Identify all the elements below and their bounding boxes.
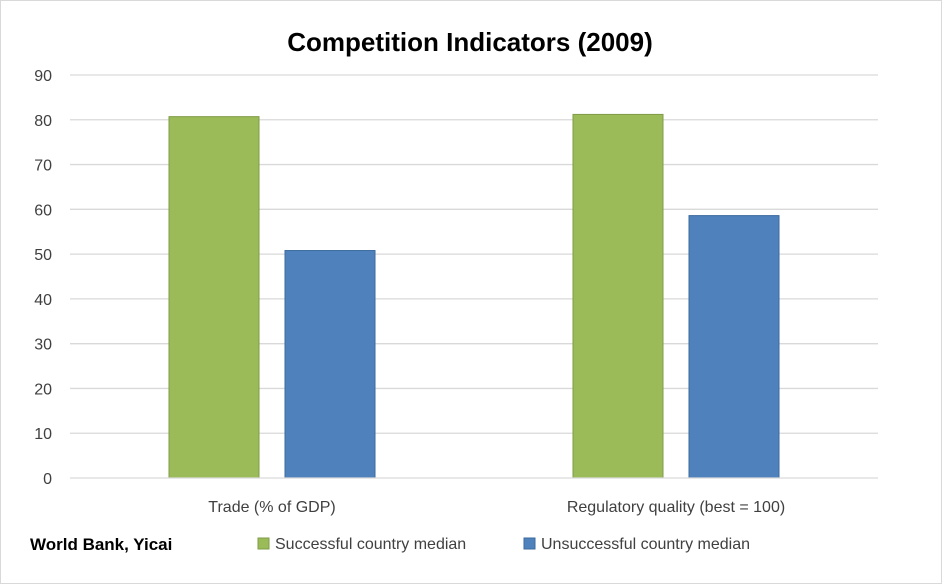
source-note: World Bank, Yicai: [30, 535, 172, 554]
bar-successful: [572, 113, 664, 479]
y-tick-label: 90: [34, 68, 52, 85]
y-tick-label: 50: [34, 247, 52, 264]
y-tick-label: 70: [34, 158, 52, 175]
y-tick-label: 20: [34, 381, 52, 398]
y-tick-label: 30: [34, 337, 52, 354]
x-category-label: Regulatory quality (best = 100): [567, 499, 785, 516]
y-tick-label: 60: [34, 202, 52, 219]
x-axis-categories: Trade (% of GDP) Regulatory quality (best…: [208, 499, 785, 516]
legend-label: Unsuccessful country median: [541, 536, 750, 553]
x-category-label: Trade (% of GDP): [208, 499, 335, 516]
y-tick-label: 0: [43, 471, 52, 488]
legend: Successful country median Unsuccessful co…: [257, 536, 750, 553]
bar-successful: [168, 116, 260, 479]
bar-unsuccessful: [284, 250, 376, 479]
legend-swatch: [523, 537, 536, 550]
y-tick-label: 80: [34, 113, 52, 130]
chart-title: Competition Indicators (2009): [287, 27, 653, 57]
y-tick-label: 10: [34, 426, 52, 443]
y-axis-ticks: 0 10 20 30 40 50 60 70 80 90: [34, 68, 52, 488]
bars: [168, 113, 780, 479]
legend-label: Successful country median: [275, 536, 466, 553]
bar-unsuccessful: [688, 215, 780, 479]
legend-swatch: [257, 537, 270, 550]
y-tick-label: 40: [34, 292, 52, 309]
